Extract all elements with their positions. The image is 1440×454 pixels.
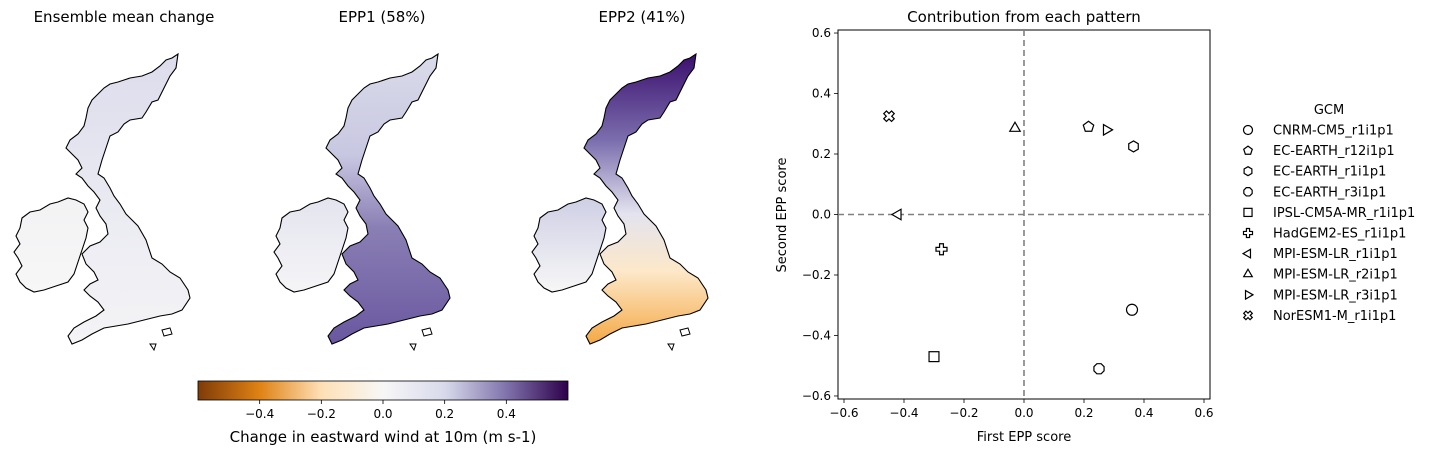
colorbar-tick-label: −0.4 [245, 407, 274, 421]
x-tick-label: 0.0 [1014, 406, 1033, 420]
x-tick-label: −0.2 [949, 406, 978, 420]
scatter-plot: Contribution from each pattern −0.6 −0.4 −… [775, 8, 1214, 445]
legend-label: MPI-ESM-LR_r1i1p1 [1273, 247, 1398, 262]
data-point [935, 243, 948, 256]
colorbar-gradient [197, 380, 569, 401]
data-point [1125, 303, 1139, 316]
data-point [928, 351, 940, 363]
data-point [1102, 123, 1114, 137]
legend-marker [1243, 166, 1253, 177]
y-tick-label: −0.4 [802, 328, 831, 342]
x-tick-label: 0.2 [1074, 406, 1093, 420]
legend-marker [1243, 187, 1253, 197]
legend-label: EC-EARTH_r3i1p1 [1273, 185, 1386, 200]
legend-label: NorESM1-M_r1i1p1 [1273, 309, 1396, 324]
y-tick-label: 0.4 [812, 87, 831, 101]
y-axis-label: Second EPP score [775, 158, 790, 273]
great-britain-map [65, 53, 191, 345]
legend-marker [1243, 207, 1253, 218]
colorbar-tick-label: 0.2 [435, 407, 454, 421]
legend-label: MPI-ESM-LR_r2i1p1 [1273, 268, 1398, 283]
data-point [1008, 121, 1022, 132]
colorbar-tick-label: 0.0 [373, 407, 392, 421]
x-axis-label: First EPP score [977, 430, 1071, 445]
x-tick-label: 0.4 [1134, 406, 1153, 420]
x-tick-label: 0.6 [1194, 406, 1213, 420]
map-panel-ensemble: Ensemble mean change [13, 8, 215, 352]
legend-label: IPSL-CM5A-MR_r1i1p1 [1273, 206, 1415, 221]
legend-marker [1242, 310, 1254, 321]
legend-label: HadGEM2-ES_r1i1p1 [1273, 227, 1406, 242]
y-tick-label: 0.6 [812, 26, 831, 40]
chart-title: Contribution from each pattern [907, 8, 1141, 26]
data-point [882, 110, 896, 123]
colorbar-tick-label: 0.4 [497, 407, 516, 421]
map-title-epp1: EPP1 (58%) [339, 8, 426, 26]
colorbar: −0.4 −0.2 0.0 0.2 0.4 Change in eastward win… [197, 380, 569, 446]
y-tick-label: 0.0 [812, 208, 831, 222]
x-tick-label: −0.4 [889, 406, 918, 420]
legend-marker [1244, 289, 1255, 301]
islands [149, 327, 173, 352]
legend-marker [1241, 248, 1252, 259]
map-panel-epp2: EPP2 (41%) [531, 8, 709, 352]
legend-label: EC-EARTH_r1i1p1 [1273, 165, 1386, 180]
legend-label: EC-EARTH_r12i1p1 [1273, 144, 1395, 159]
islands [409, 327, 433, 352]
colorbar-tick-label: −0.2 [307, 407, 336, 421]
legend-marker [1243, 145, 1253, 155]
legend-label: MPI-ESM-LR_r3i1p1 [1273, 288, 1398, 303]
x-tick-label: −0.6 [829, 406, 858, 420]
ireland-map [13, 197, 89, 293]
great-britain-map [583, 53, 709, 345]
y-tick-label: 0.2 [812, 147, 831, 161]
y-tick-label: −0.6 [802, 389, 831, 403]
data-point [1093, 363, 1105, 375]
legend-marker [1242, 268, 1254, 278]
ireland-map [531, 197, 607, 293]
great-britain-map [325, 53, 451, 345]
map-title-epp2: EPP2 (41%) [599, 8, 686, 26]
legend-marker [1242, 227, 1254, 239]
data-point [1128, 140, 1139, 153]
legend-title: GCM [1314, 103, 1344, 118]
map-panel-epp1: EPP1 (58%) [273, 8, 451, 352]
legend: GCM CNRM-CM5_r1i1p1 EC-EARTH_r12i1p1 EC-EA… [1241, 103, 1415, 324]
ireland-map [273, 197, 349, 293]
legend-label: CNRM-CM5_r1i1p1 [1273, 124, 1394, 139]
colorbar-label: Change in eastward wind at 10m (m s-1) [230, 428, 537, 446]
y-tick-label: −0.2 [802, 268, 831, 282]
legend-marker [1242, 124, 1254, 136]
data-point [1082, 120, 1095, 132]
islands [667, 327, 691, 352]
data-point [890, 208, 902, 221]
map-title-ensemble: Ensemble mean change [34, 8, 215, 26]
